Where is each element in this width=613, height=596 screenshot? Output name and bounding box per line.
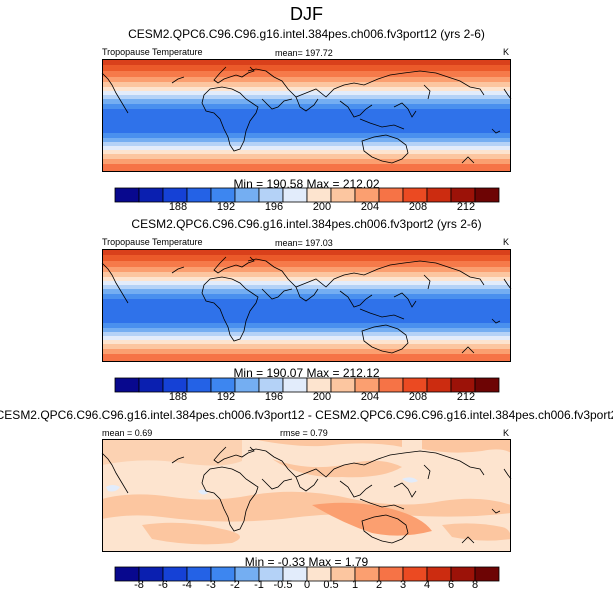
panel-3-colorbar-label: -8 xyxy=(134,579,144,591)
panel-1-title: CESM2.QPC6.C96.C96.g16.intel.384pes.ch00… xyxy=(128,27,485,41)
colorbar-swatch xyxy=(474,377,500,393)
colorbar-swatch xyxy=(186,377,212,393)
panel-1-map xyxy=(101,59,512,172)
panel-3-colorbar xyxy=(114,566,500,582)
colorbar-swatch xyxy=(282,187,308,203)
panel-1-colorbar-label: 204 xyxy=(360,201,380,213)
colorbar-swatch xyxy=(258,377,284,393)
colorbar-swatch xyxy=(354,377,380,393)
panel-1-units-label: K xyxy=(503,47,510,57)
colorbar-swatch xyxy=(474,187,500,203)
panel-1-mean-label: mean= 197.72 xyxy=(275,48,333,58)
panel-2-colorbar-label: 196 xyxy=(264,391,284,403)
colorbar-swatch xyxy=(282,377,308,393)
panel-2-units-label: K xyxy=(503,237,510,247)
colorbar-swatch xyxy=(162,377,188,393)
panel-3-difference-contours xyxy=(102,439,511,545)
colorbar-swatch xyxy=(186,187,212,203)
panel-3-colorbar-label: 4 xyxy=(423,579,431,591)
panel-3-colorbar-label: 0 xyxy=(303,579,311,591)
colorbar-swatch xyxy=(378,377,404,393)
panel-2-colorbar-label: 212 xyxy=(456,391,476,403)
panel-1-stats: Min = 190.58 Max = 212.02 xyxy=(233,177,380,191)
panel-3-colorbar-label: -3 xyxy=(206,579,216,591)
panel-2-colorbar xyxy=(114,377,500,393)
panel-3-stats: Min = -0.33 Max = 1.79 xyxy=(244,555,369,569)
colorbar-swatch xyxy=(426,377,452,393)
colorbar-swatch xyxy=(450,187,476,203)
colorbar-swatch xyxy=(474,566,500,582)
colorbar-swatch xyxy=(330,377,356,393)
colorbar-swatch xyxy=(402,187,428,203)
colorbar-swatch xyxy=(306,377,332,393)
colorbar-swatch xyxy=(210,377,236,393)
panel-3-colorbar-label: 2 xyxy=(375,579,383,591)
figure-title: DJF xyxy=(290,4,323,24)
panel-1-colorbar-label: 196 xyxy=(264,201,284,213)
panel-3-colorbar-label: -1 xyxy=(254,579,264,591)
panel-3-map xyxy=(101,439,512,552)
panel-2-variable-label: Tropopause Temperature xyxy=(102,237,203,247)
colorbar-swatch xyxy=(258,187,284,203)
panel-1-variable-label: Tropopause Temperature xyxy=(102,47,203,57)
colorbar-swatch xyxy=(354,187,380,203)
colorbar-swatch xyxy=(426,187,452,203)
colorbar-swatch xyxy=(138,377,164,393)
panel-3-colorbar-label: -4 xyxy=(182,579,192,591)
colorbar-swatch xyxy=(402,377,428,393)
panel-1-map-frame xyxy=(102,59,511,172)
panel-2-colorbar-label: 188 xyxy=(168,391,188,403)
panel-3-rmse-label: rmse = 0.79 xyxy=(280,428,328,438)
panel-3-colorbar-label: -2 xyxy=(230,579,240,591)
panel-2-stats: Min = 190.07 Max = 212.12 xyxy=(233,366,380,380)
panel-3-units-label: K xyxy=(503,428,510,438)
colorbar-swatch xyxy=(114,377,140,393)
panel-2-colorbar-label: 200 xyxy=(312,391,332,403)
colorbar-swatch xyxy=(138,187,164,203)
colorbar-swatch xyxy=(162,187,188,203)
panel-2-colorbar-label: 208 xyxy=(408,391,428,403)
panel-2-mean-label: mean= 197.03 xyxy=(275,238,333,248)
panel-1-colorbar-label: 192 xyxy=(216,201,236,213)
panel-1-temperature-bands xyxy=(102,59,511,172)
colorbar-swatch xyxy=(306,187,332,203)
colorbar-swatch xyxy=(378,187,404,203)
colorbar-swatch xyxy=(330,187,356,203)
panel-3-mean-label: mean = 0.69 xyxy=(102,428,153,438)
panel-2-colorbar-label: 192 xyxy=(216,391,236,403)
panel-3-colorbar-label: 0.5 xyxy=(323,579,339,591)
panel-3-colorbar-label: -0.5 xyxy=(273,579,293,591)
panel-1-colorbar-label: 200 xyxy=(312,201,332,213)
panel-1-colorbar-label: 208 xyxy=(408,201,428,213)
colorbar-swatch xyxy=(450,377,476,393)
panel-1-colorbar xyxy=(114,187,500,203)
panel-3-title: CESM2.QPC6.C96.C96.g16.intel.384pes.ch00… xyxy=(0,408,613,422)
panel-2-coastlines xyxy=(101,256,512,354)
colorbar-swatch xyxy=(210,187,236,203)
panel-3-colorbar-label: 8 xyxy=(471,579,479,591)
panel-2-temperature-bands xyxy=(102,249,511,362)
panel-1-colorbar-label: 188 xyxy=(168,201,188,213)
colorbar-swatch xyxy=(114,187,140,203)
panel-1-colorbar-label: 212 xyxy=(456,201,476,213)
panel-2-title: CESM2.QPC6.C96.C96.g16.intel.384pes.ch00… xyxy=(131,217,482,231)
panel-3-colorbar-label: -6 xyxy=(158,579,168,591)
colorbar-swatch xyxy=(234,187,260,203)
panel-3-colorbar-label: 6 xyxy=(447,579,455,591)
panel-2-map-frame xyxy=(102,249,511,362)
panel-3-coastlines xyxy=(101,446,512,544)
panel-2-map xyxy=(101,249,512,362)
panel-3-map-frame xyxy=(102,439,511,552)
colorbar-swatch xyxy=(234,377,260,393)
panel-3-colorbar-label: 1 xyxy=(351,579,359,591)
panel-3-colorbar-label: 3 xyxy=(399,579,407,591)
panel-2-colorbar-label: 204 xyxy=(360,391,380,403)
